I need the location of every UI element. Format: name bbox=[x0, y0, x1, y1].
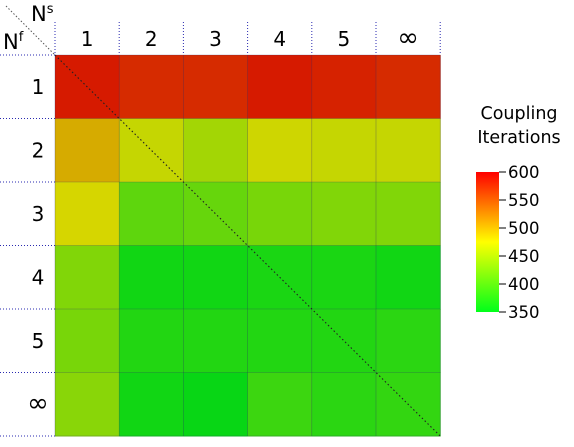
heatmap-cell bbox=[55, 372, 120, 437]
heatmap-cell bbox=[311, 182, 377, 246]
x-tick-label: 2 bbox=[145, 27, 158, 51]
x-tick-label: ∞ bbox=[397, 23, 419, 53]
x-tick-labels: 1 2 3 4 5 ∞ bbox=[81, 23, 419, 53]
y-tick-labels: 1 2 3 4 5 ∞ bbox=[27, 75, 49, 419]
y-axis-superscript: f bbox=[19, 30, 24, 45]
colorbar-tick-label: 550 bbox=[508, 191, 540, 210]
y-tick-label: 3 bbox=[32, 202, 45, 226]
heatmap-cell bbox=[119, 245, 184, 310]
heatmap-cell bbox=[247, 182, 313, 246]
x-tick-label: 3 bbox=[209, 27, 222, 51]
heatmap-cell bbox=[311, 245, 377, 310]
colorbar bbox=[476, 172, 499, 312]
x-tick-label: 1 bbox=[81, 27, 94, 51]
heatmap-cell bbox=[311, 118, 377, 183]
colorbar-tick-label: 500 bbox=[508, 219, 540, 238]
heatmap-cell bbox=[55, 118, 120, 183]
heatmap-cell bbox=[55, 245, 120, 310]
heatmap-cell bbox=[183, 372, 249, 437]
heatmap-cell bbox=[376, 245, 441, 310]
y-tick-label: 4 bbox=[32, 265, 45, 289]
heatmap-cell bbox=[311, 309, 377, 373]
y-tick-label: 2 bbox=[32, 138, 45, 162]
heatmap-cell bbox=[183, 118, 249, 183]
heatmap-cell bbox=[247, 55, 313, 119]
y-tick-label: ∞ bbox=[27, 388, 49, 418]
x-tick-label: 5 bbox=[338, 27, 351, 51]
heatmap-cell bbox=[376, 55, 441, 119]
y-tick-label: 1 bbox=[32, 75, 45, 99]
heatmap-cell bbox=[119, 309, 184, 373]
heatmap-cell bbox=[55, 55, 120, 119]
x-axis-superscript: s bbox=[47, 2, 54, 17]
heatmap-cell bbox=[119, 118, 184, 183]
colorbar-tick-label: 400 bbox=[508, 275, 540, 294]
corner-diagonal-line bbox=[5, 5, 56, 56]
y-tick-label: 5 bbox=[32, 329, 45, 353]
heatmap-cell bbox=[119, 55, 184, 119]
heatmap-cell bbox=[183, 55, 249, 119]
heatmap-cell bbox=[183, 309, 249, 373]
grid-lines bbox=[0, 22, 441, 437]
heatmap-cell bbox=[247, 372, 313, 437]
colorbar-title-line1: Coupling bbox=[480, 104, 557, 124]
heatmap-cell bbox=[376, 118, 441, 183]
heatmap-cell bbox=[311, 55, 377, 119]
heatmap-cell bbox=[55, 309, 120, 373]
colorbar-tick-label: 350 bbox=[508, 303, 540, 322]
heatmap-cell bbox=[55, 182, 120, 246]
x-axis-symbol: Ns bbox=[31, 2, 54, 26]
heatmap-cell bbox=[376, 182, 441, 246]
colorbar-tick-label: 600 bbox=[508, 163, 540, 182]
colorbar-ticks: 600 550 500 450 400 350 bbox=[499, 163, 540, 322]
heatmap-cell bbox=[119, 372, 184, 437]
heatmap-cell bbox=[183, 245, 249, 310]
heatmap-cell bbox=[247, 309, 313, 373]
heatmap-cells bbox=[55, 55, 441, 437]
x-tick-label: 4 bbox=[273, 27, 286, 51]
y-axis-symbol: Nf bbox=[3, 30, 24, 54]
heatmap-cell bbox=[119, 182, 184, 246]
heatmap-cell bbox=[247, 118, 313, 183]
colorbar-title-line2: Iterations bbox=[477, 128, 560, 148]
heatmap-cell bbox=[311, 372, 377, 437]
heatmap-cell bbox=[376, 309, 441, 373]
heatmap-cell bbox=[183, 182, 249, 246]
colorbar-tick-label: 450 bbox=[508, 247, 540, 266]
